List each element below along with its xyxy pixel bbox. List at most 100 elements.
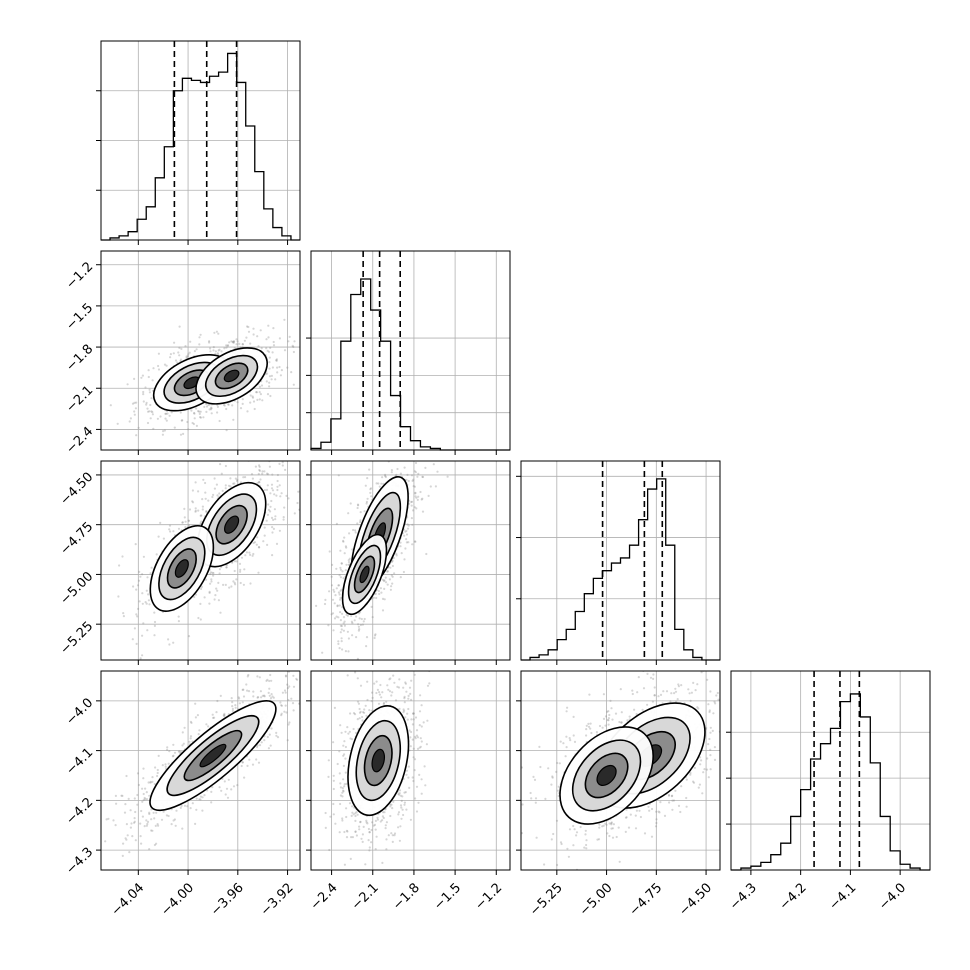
sample-point [251,396,255,399]
sample-point [252,327,255,330]
sample-point [199,602,202,606]
sample-point [139,822,142,825]
sample-point [265,347,268,350]
sample-point [258,439,260,441]
sample-point [218,786,221,789]
sample-point [148,388,151,391]
sample-point [358,628,361,631]
sample-point [397,811,401,814]
sample-point [256,675,259,678]
sample-point [137,579,141,582]
sample-point [216,405,219,408]
sample-point [265,519,268,522]
sample-point [366,698,369,702]
sample-point [345,563,348,566]
sample-point [354,830,357,833]
sample-point [383,811,386,814]
sample-point [107,817,110,820]
sample-point [252,690,255,693]
sample-point [347,561,351,564]
sample-point [402,708,405,711]
sample-point [405,690,408,693]
sample-point [351,836,354,839]
sample-point [251,436,253,438]
sample-point [404,530,407,533]
sample-point [296,655,298,657]
sample-point [432,463,435,466]
sample-point [222,403,225,406]
sample-point [333,706,336,710]
sample-point [338,647,341,650]
sample-point [153,843,156,847]
sample-point [125,838,128,841]
sample-point [252,695,255,698]
sample-point [352,727,355,731]
sample-point [650,807,654,811]
sample-point [195,348,198,351]
sample-point [422,721,425,724]
sample-point [407,694,410,698]
sample-point [226,344,229,347]
sample-point [411,523,414,526]
sample-point [413,758,417,761]
sample-point [223,712,226,716]
y-tick-label: −4.2 [63,795,96,828]
sample-point [267,503,270,506]
y-tick-label: −1.5 [63,301,96,334]
sample-point [335,522,338,526]
sample-point [249,582,252,585]
sample-point [232,785,236,788]
sample-point [273,508,276,511]
sample-point [384,576,387,579]
sample-point [208,341,211,344]
sample-point [250,473,254,476]
sample-point [238,702,241,705]
sample-point [699,756,702,759]
sample-point [380,591,383,594]
sample-point [146,820,150,824]
sample-point [412,509,415,512]
sample-point [265,372,269,375]
sample-point [167,814,170,818]
sample-point [344,771,347,774]
sample-point [259,329,262,332]
sample-point [182,432,185,435]
sample-point [347,563,350,566]
sample-point [204,481,207,485]
sample-point [343,536,346,539]
sample-point [232,580,235,583]
sample-point [414,491,417,494]
sample-point [371,691,374,694]
sample-point [702,771,705,774]
sample-point [278,484,281,487]
sample-point [426,719,429,722]
sample-point [154,824,157,828]
sample-point [136,615,139,618]
sample-point [212,716,215,720]
sample-point [669,700,672,703]
sample-point [145,602,148,605]
sample-point [210,407,213,410]
sample-point [181,521,184,524]
sample-point [368,846,371,849]
sample-point [713,746,717,749]
sample-point [198,729,201,732]
panel-content [521,671,720,870]
sample-point [356,657,359,660]
panel-frame [100,250,301,451]
sample-point [350,814,353,818]
sample-point [151,411,154,414]
sample-point [239,568,242,572]
sample-point [223,714,226,717]
sample-point [251,477,254,480]
sample-point [416,747,420,751]
sample-point [375,835,378,838]
sample-point [384,827,387,830]
x-tick-label: −3.92 [258,880,297,919]
sample-point [356,503,360,506]
sample-point [414,735,417,738]
sample-point [391,582,394,585]
sample-point [270,516,274,520]
sample-point [171,755,174,758]
sample-point [340,731,343,734]
